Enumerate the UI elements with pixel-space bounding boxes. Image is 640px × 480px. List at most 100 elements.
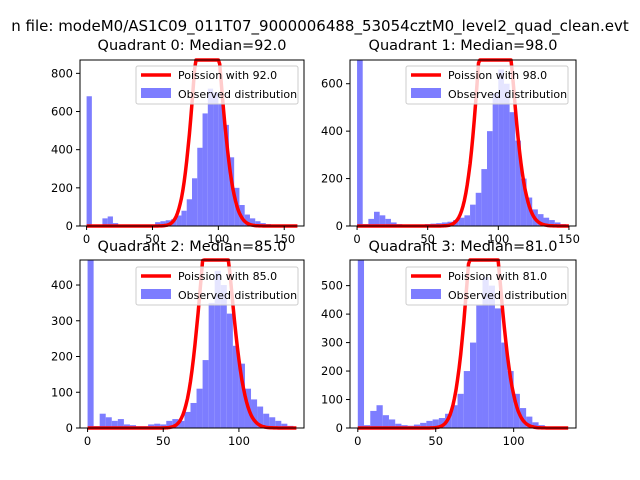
y-tick-label: 400 xyxy=(51,278,73,292)
x-tick-label: 100 xyxy=(487,232,509,246)
histogram-bar xyxy=(526,197,533,226)
histogram-bar xyxy=(470,342,477,428)
histogram-bar xyxy=(379,215,386,226)
histogram-bar xyxy=(370,410,377,428)
plot-area: 0 50 100 150 0 200 400 600 800 xyxy=(51,58,305,246)
histogram-bar xyxy=(269,417,276,428)
histogram-bar xyxy=(105,417,112,428)
legend-box xyxy=(135,266,299,306)
histogram-bars xyxy=(357,60,567,226)
quadrant-2-panel: 0 50 100 0 100 200 300 400 Poission with 85.0 O… xyxy=(51,239,305,448)
histogram-bar xyxy=(395,423,402,428)
axes-frame xyxy=(79,259,305,429)
histogram-bar xyxy=(520,178,527,226)
legend-hist-swatch xyxy=(411,88,441,98)
histogram-bar xyxy=(537,214,544,226)
histogram-bar xyxy=(196,388,203,428)
legend-box xyxy=(405,65,569,105)
histogram-bar xyxy=(390,222,397,226)
y-tick-label: 0 xyxy=(336,219,343,233)
histogram-bar xyxy=(184,411,191,428)
plot-area: 0 50 100 0 100 200 300 400 xyxy=(51,258,305,448)
histogram-bar xyxy=(99,413,106,428)
legend-label-poisson: Poission with 98.0 xyxy=(448,69,547,82)
histogram-bar xyxy=(178,420,185,428)
histogram-bar xyxy=(385,218,391,226)
panel-title: Quadrant 2: Median=85.0 xyxy=(98,239,287,255)
histogram-bar xyxy=(376,405,383,428)
histogram-bar xyxy=(238,363,245,428)
legend-label-observed: Observed distribution xyxy=(178,289,297,302)
x-tick-label: 50 xyxy=(156,434,171,448)
histogram-bar xyxy=(457,393,464,428)
y-tick-label: 200 xyxy=(321,364,343,378)
legend-hist-swatch xyxy=(411,289,441,299)
histogram-bar xyxy=(223,124,229,226)
x-tick-label: 100 xyxy=(228,434,250,448)
y-tick-label: 600 xyxy=(321,77,343,91)
histogram-bar xyxy=(155,222,161,226)
histogram-bar xyxy=(190,402,197,428)
histogram-bar xyxy=(244,214,250,226)
histogram-bar xyxy=(220,285,227,428)
y-tick-label: 800 xyxy=(51,66,73,80)
histogram-bar xyxy=(197,147,203,226)
histogram-bar xyxy=(117,419,124,428)
histogram-bar xyxy=(107,216,113,226)
legend-label-observed: Observed distribution xyxy=(448,289,567,302)
axes-frame xyxy=(79,59,305,227)
y-tick-label: 200 xyxy=(51,181,73,195)
legend-label-poisson: Poission with 92.0 xyxy=(178,69,277,82)
y-tick-label: 0 xyxy=(336,421,343,435)
histogram-bar xyxy=(232,345,239,428)
histogram-bar xyxy=(498,69,504,226)
histogram-bar xyxy=(202,360,209,428)
histogram-bar xyxy=(432,419,439,428)
plot-area: 0 50 100 150 0 200 400 600 xyxy=(321,58,580,246)
histogram-bar xyxy=(501,342,508,428)
y-tick-label: 600 xyxy=(51,105,73,119)
histogram-bar xyxy=(357,60,363,226)
plot-area: 0 50 100 0 100 200 300 400 500 xyxy=(321,258,577,448)
figure-suptitle: n file: modeM0/AS1C09_011T07_9000006488_… xyxy=(11,17,629,36)
histogram-bar xyxy=(111,420,118,428)
histogram-bar xyxy=(226,313,233,428)
quadrant-3-panel: 0 50 100 0 100 200 300 400 500 Poission with 81.… xyxy=(321,239,577,448)
histogram-bar xyxy=(166,420,173,428)
histogram-bar xyxy=(382,415,389,428)
histogram-bar xyxy=(281,423,288,428)
histogram-bar xyxy=(463,371,471,428)
histogram-bar xyxy=(475,192,482,226)
histogram-bar xyxy=(192,178,198,226)
histogram-bar xyxy=(464,215,471,226)
histogram-bar xyxy=(488,285,495,428)
histogram-bar xyxy=(257,406,264,428)
histogram-bar xyxy=(213,92,219,226)
x-tick-label: 100 xyxy=(503,434,525,448)
panel-title: Quadrant 3: Median=81.0 xyxy=(369,239,558,255)
histogram-bar xyxy=(87,260,94,428)
legend: Poission with 81.0 Observed distribution xyxy=(405,266,569,306)
x-tick-label: 50 xyxy=(420,232,435,246)
legend-box xyxy=(135,65,299,105)
y-tick-label: 300 xyxy=(321,336,343,350)
histogram-bar xyxy=(102,218,108,226)
x-tick-label: 150 xyxy=(558,232,580,246)
y-tick-label: 300 xyxy=(51,314,73,328)
histogram-bar xyxy=(275,420,282,428)
y-tick-label: 500 xyxy=(321,279,343,293)
histogram-bar xyxy=(509,112,516,226)
histogram-bar xyxy=(228,157,235,226)
histogram-bar xyxy=(160,221,166,226)
histogram-bar xyxy=(554,222,561,226)
histogram-bar xyxy=(368,218,375,226)
legend: Poission with 98.0 Observed distribution xyxy=(405,65,569,105)
histogram-bar xyxy=(503,83,510,226)
y-tick-label: 0 xyxy=(66,219,73,233)
legend-label-poisson: Poission with 81.0 xyxy=(448,270,547,283)
x-tick-label: 150 xyxy=(273,232,295,246)
histogram-bar xyxy=(249,218,256,226)
y-tick-label: 400 xyxy=(321,307,343,321)
legend-label-observed: Observed distribution xyxy=(448,88,567,101)
